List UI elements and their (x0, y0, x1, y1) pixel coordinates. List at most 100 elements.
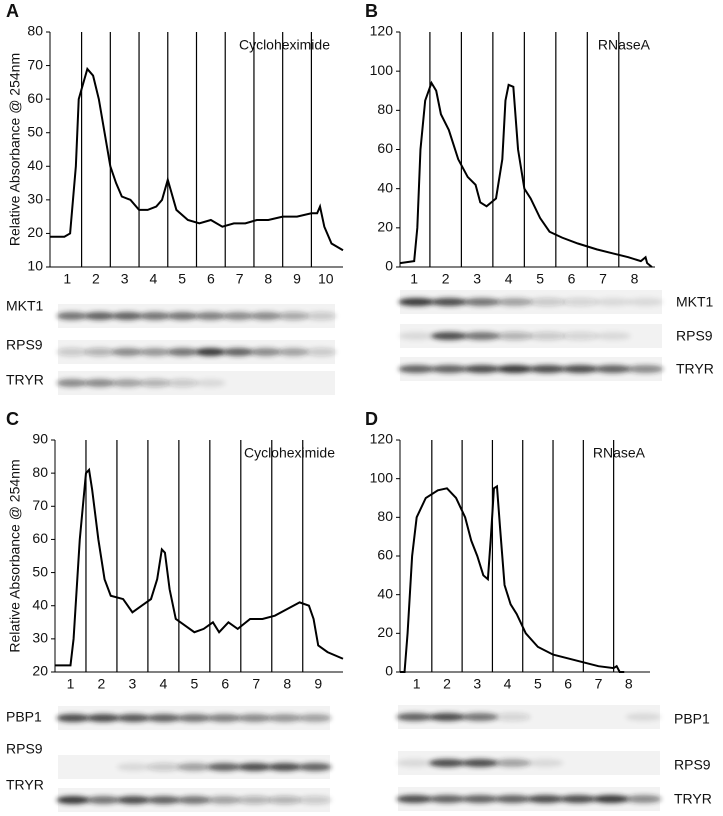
blot-band (237, 763, 272, 771)
blot-band (496, 365, 533, 373)
blot-band (56, 312, 88, 320)
blot-band (139, 312, 171, 320)
blot-band (278, 312, 309, 320)
blot-band (167, 312, 198, 320)
y-tick-label: 20 (32, 663, 48, 679)
fraction-label: 3 (473, 271, 481, 287)
blot-band (84, 312, 115, 320)
blot-band (398, 332, 435, 340)
blot-band (86, 714, 120, 722)
blot-label: MKT1 (676, 294, 714, 310)
blot-band (396, 759, 433, 767)
fraction-label: 8 (625, 676, 633, 692)
blot-band (463, 332, 500, 340)
blot-band (461, 759, 498, 767)
y-axis-label: Relative Absorbance @ 254nm (7, 459, 23, 652)
panel-label: A (6, 1, 19, 21)
blot-band (494, 795, 531, 803)
y-tick-label: 60 (27, 90, 43, 106)
fraction-label: 5 (536, 271, 544, 287)
blot-band (431, 298, 468, 306)
annotation: RNaseA (598, 37, 651, 53)
fraction-label: 3 (473, 676, 481, 692)
absorbance-curve (400, 484, 625, 673)
y-tick-label: 120 (370, 431, 394, 447)
blot-label: PBP1 (674, 711, 710, 727)
blot-band (396, 713, 433, 721)
blot-band (222, 348, 254, 356)
blot-band (250, 348, 281, 356)
y-tick-label: 50 (27, 123, 43, 139)
y-tick-label: 120 (370, 23, 394, 39)
blot-band (527, 795, 564, 803)
fraction-label: 1 (410, 271, 418, 287)
blot-band (268, 763, 302, 771)
fraction-label: 9 (314, 676, 322, 692)
panel-label: B (365, 1, 378, 21)
absorbance-curve (399, 80, 653, 268)
blot-band (167, 348, 198, 356)
blot-band (139, 348, 171, 356)
annotation: Cycloheximide (244, 445, 335, 461)
blot-label: RPS9 (6, 337, 43, 353)
blot-band (56, 348, 88, 356)
blot-band (86, 796, 120, 804)
blot-band (527, 759, 564, 767)
blot-label: RPS9 (674, 757, 711, 773)
blot-band (396, 795, 433, 803)
y-tick-label: 40 (377, 179, 393, 195)
y-tick-label: 70 (32, 497, 48, 513)
blot-band (56, 796, 90, 804)
fraction-label: 9 (293, 271, 301, 287)
absorbance-curve (50, 66, 344, 252)
blot-band (278, 348, 309, 356)
annotation: RNaseA (593, 445, 646, 461)
blot-band (496, 298, 533, 306)
fraction-label: 2 (98, 676, 106, 692)
blot-band (116, 763, 151, 771)
blot-band (594, 298, 631, 306)
fraction-label: 6 (221, 676, 229, 692)
blot-band (529, 365, 566, 373)
blot-band (207, 763, 241, 771)
blot-band (496, 332, 533, 340)
fraction-label: 6 (568, 271, 576, 287)
fraction-label: 8 (264, 271, 272, 287)
fraction-label: 4 (150, 271, 158, 287)
blot-label: TRYR (6, 372, 44, 388)
blot-band (195, 348, 226, 356)
fraction-label: 1 (63, 271, 71, 287)
fraction-label: 5 (190, 676, 198, 692)
y-tick-label: 80 (32, 464, 48, 480)
fraction-label: 5 (534, 676, 542, 692)
blot-band (147, 714, 181, 722)
blot-band (627, 298, 664, 306)
y-tick-label: 100 (370, 62, 394, 78)
y-tick-label: 10 (27, 258, 43, 274)
blot-band (116, 796, 151, 804)
fraction-label: 8 (631, 271, 639, 287)
fraction-label: 10 (318, 271, 334, 287)
blot-band (529, 298, 566, 306)
y-tick-label: 80 (377, 101, 393, 117)
fraction-label: 2 (92, 271, 100, 287)
blot-band (305, 312, 337, 320)
blot-band (461, 713, 498, 721)
fraction-label: 7 (236, 271, 244, 287)
panel-label: C (6, 409, 19, 429)
fraction-label: 2 (442, 271, 450, 287)
panel-label: D (365, 409, 378, 429)
y-tick-label: 40 (32, 596, 48, 612)
fraction-label: 4 (504, 676, 512, 692)
fraction-label: 7 (595, 676, 603, 692)
blot-band (461, 795, 498, 803)
blot-label: PBP1 (6, 709, 42, 725)
blot-band (562, 298, 599, 306)
fraction-label: 6 (207, 271, 215, 287)
blot-band (592, 795, 629, 803)
fraction-label: 3 (121, 271, 129, 287)
blot-band (625, 795, 662, 803)
fraction-label: 1 (413, 676, 421, 692)
y-tick-label: 40 (377, 585, 393, 601)
